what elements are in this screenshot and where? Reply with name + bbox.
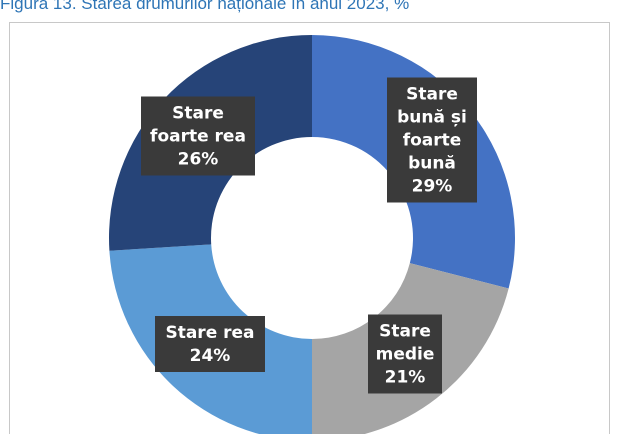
slice-label-line: 26% [178, 150, 219, 170]
slice-label-line: Stare [406, 85, 458, 105]
slice-label-1: Stare bună și foarte bună 29% [387, 77, 477, 203]
slice-label-line: medie [376, 345, 435, 365]
slice-label-box [155, 316, 265, 372]
slice-label-line: 29% [412, 177, 453, 197]
slice-label-line: foarte [403, 131, 462, 151]
figure-title: Figura 13. Starea drumurilor naționale î… [0, 0, 410, 13]
slice-label-line: bună [408, 154, 456, 174]
slice-label-line: 24% [190, 346, 231, 366]
slice-label-box [368, 314, 442, 394]
slice-label-4: Stare foarte rea 26% [141, 96, 255, 176]
slice-label-box [141, 96, 255, 176]
slice-label-3: Stare rea 24% [155, 316, 265, 372]
slice-label-line: Stare [379, 322, 431, 342]
slice-label-line: foarte rea [150, 127, 246, 147]
slice-label-line: Stare [172, 104, 224, 124]
slice-label-2: Stare medie 21% [368, 314, 442, 394]
slice-label-line: bună și [397, 108, 467, 128]
slice-label-line: 21% [385, 368, 426, 388]
slice-label-box [387, 77, 477, 203]
slice-label-line: Stare rea [165, 323, 254, 343]
